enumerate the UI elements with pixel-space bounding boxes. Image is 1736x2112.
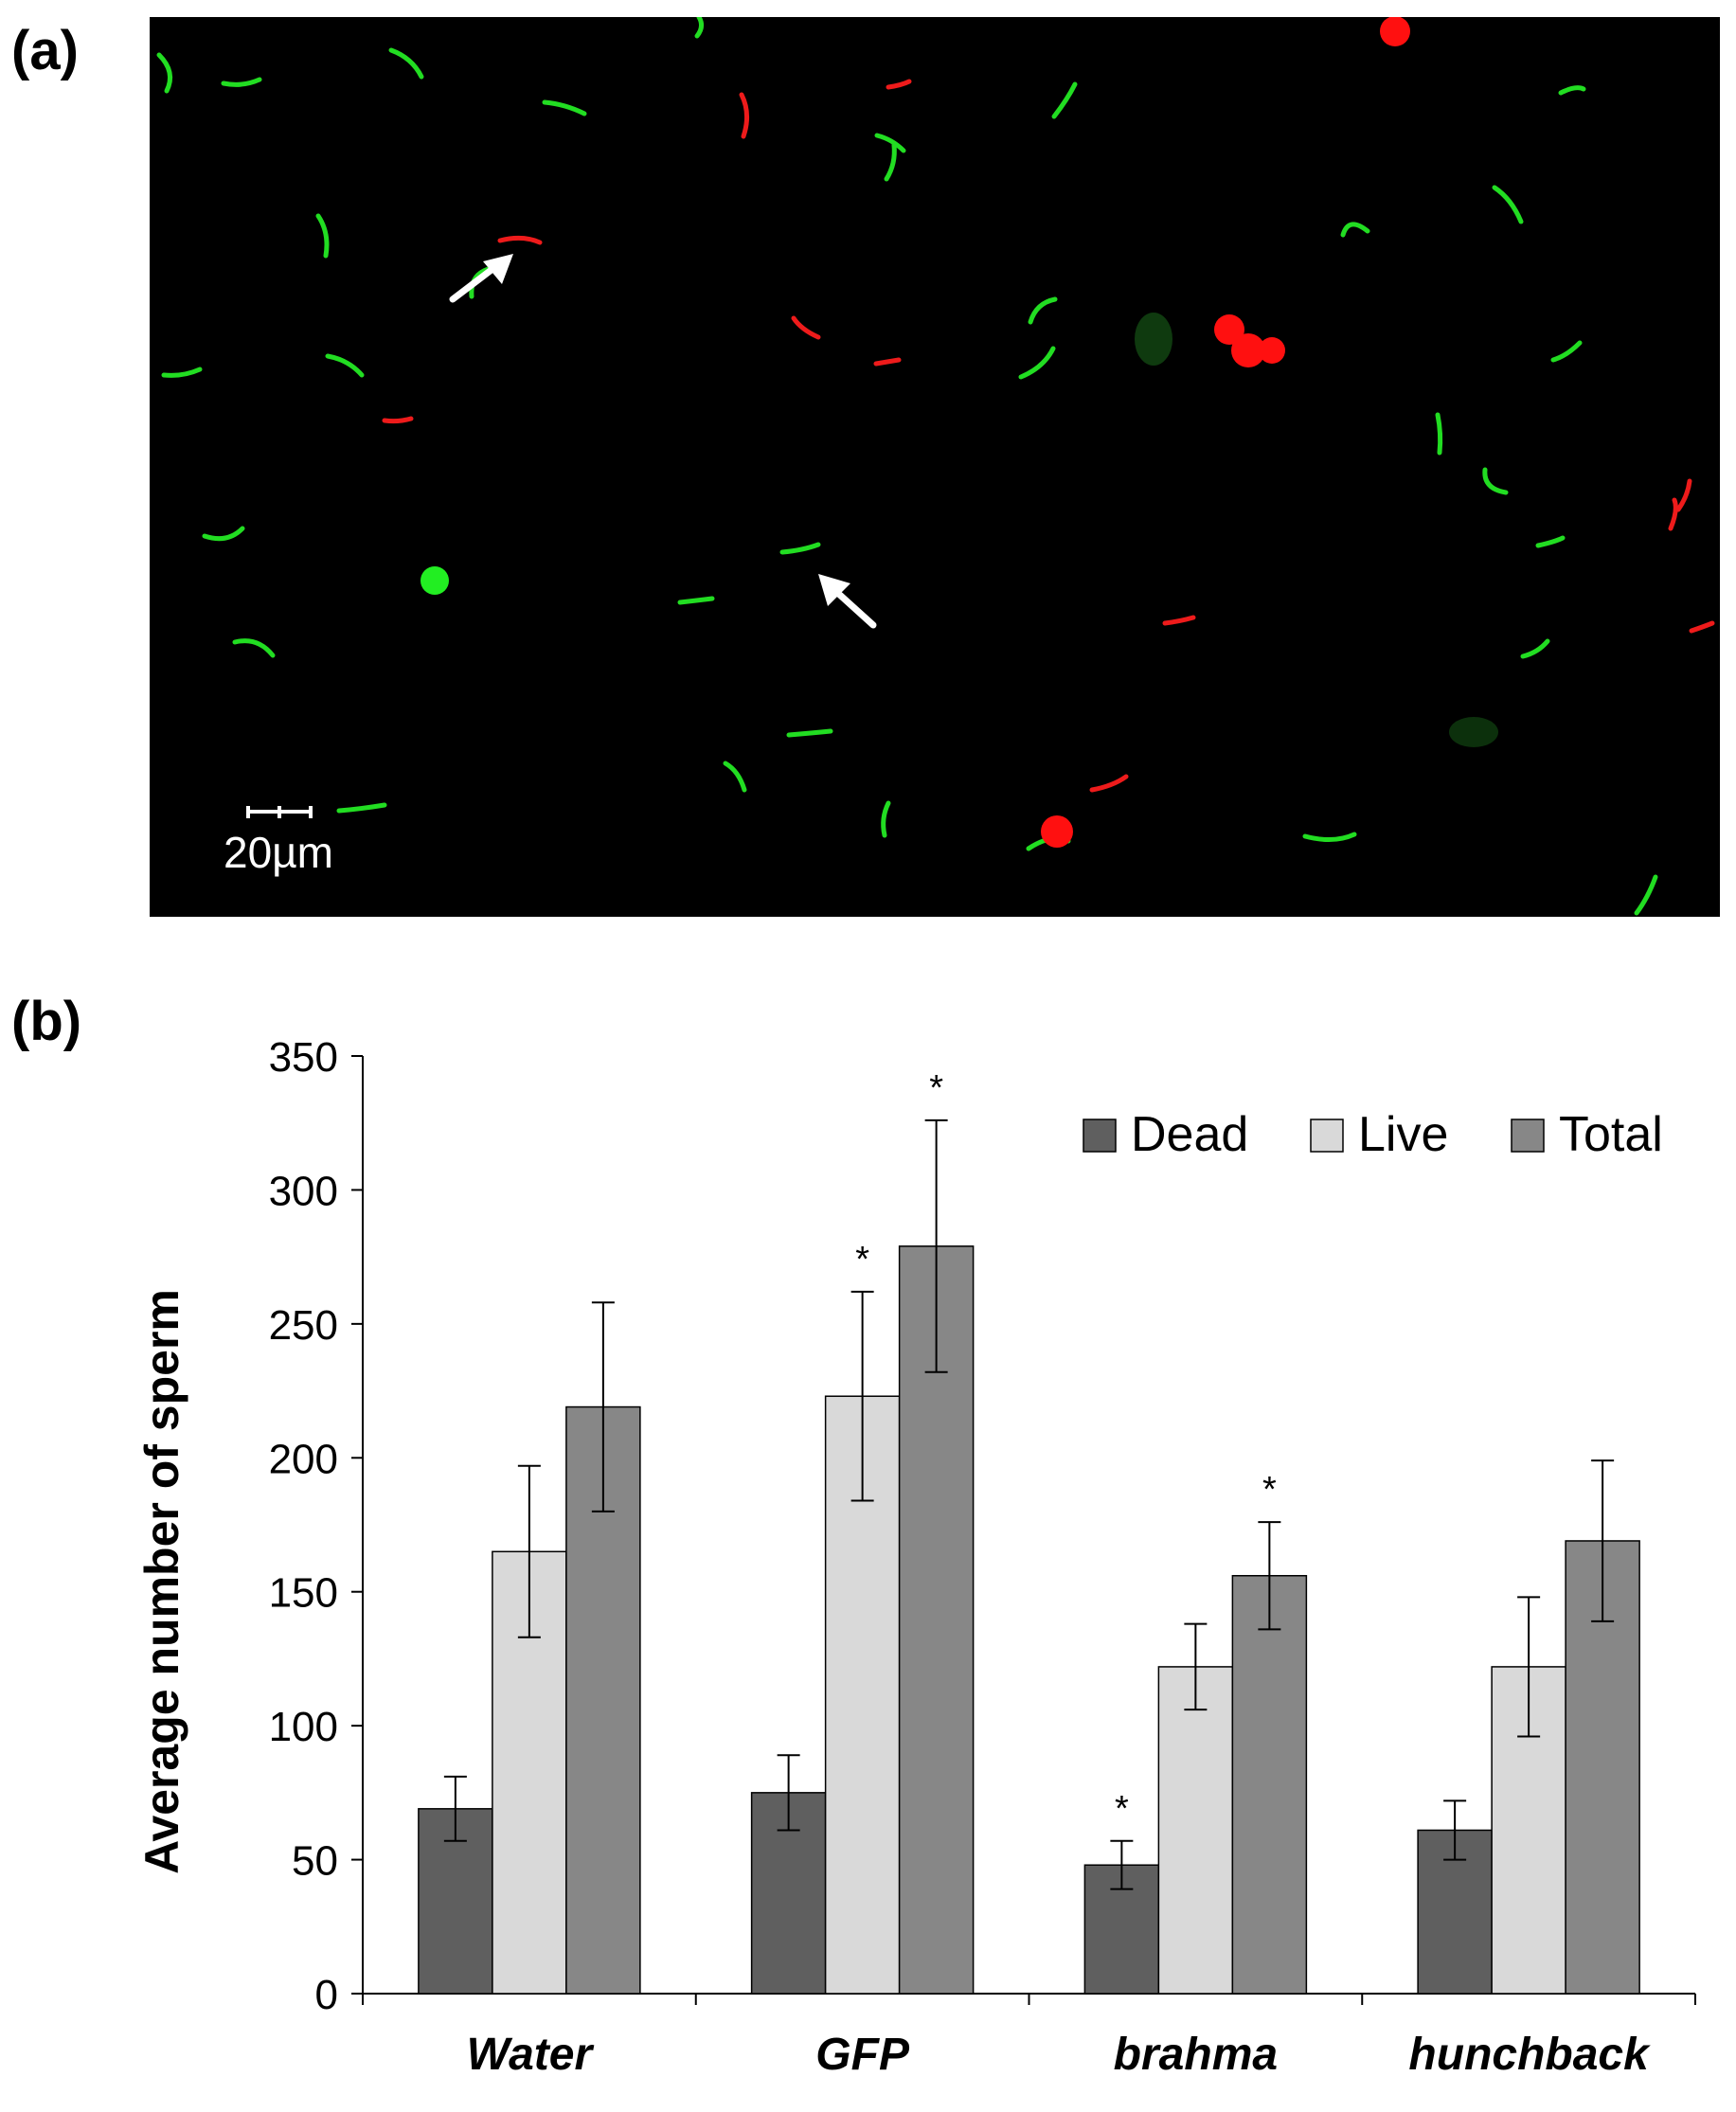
legend-label-total: Total bbox=[1559, 1107, 1663, 1162]
y-axis-title: Average number of sperm bbox=[135, 1289, 188, 1874]
dead-sperm-red bbox=[382, 79, 1715, 793]
significance-marker: * bbox=[1262, 1470, 1277, 1510]
arrow-icon bbox=[449, 254, 513, 303]
legend-swatch-live bbox=[1310, 1119, 1344, 1153]
x-category-label: GFP bbox=[815, 2030, 910, 2080]
scale-bar bbox=[246, 806, 313, 818]
legend-label-live: Live bbox=[1358, 1107, 1448, 1162]
y-tick-label: 150 bbox=[269, 1570, 338, 1617]
debris-blobs bbox=[421, 17, 1498, 848]
x-category-label: hunchback bbox=[1408, 2030, 1651, 2080]
y-tick-label: 200 bbox=[269, 1436, 338, 1482]
micrograph-background bbox=[150, 17, 1720, 917]
x-category-label: Water bbox=[467, 2030, 595, 2080]
y-tick-label: 100 bbox=[269, 1704, 338, 1750]
y-tick-label: 250 bbox=[269, 1302, 338, 1349]
significance-marker: * bbox=[1115, 1789, 1129, 1829]
arrow-icon bbox=[818, 574, 877, 629]
sperm-count-bar-chart: Average number of sperm 0 50 100 150 200 250 3… bbox=[135, 1034, 1696, 2080]
legend-label-dead: Dead bbox=[1131, 1107, 1248, 1162]
y-tick-label: 50 bbox=[292, 1838, 338, 1885]
panel-label-a: (a) bbox=[11, 20, 79, 81]
legend-swatch-total bbox=[1511, 1119, 1545, 1153]
live-sperm-green bbox=[156, 17, 1658, 916]
scale-bar-label: 20µm bbox=[224, 828, 333, 877]
y-tick-label: 350 bbox=[269, 1034, 338, 1081]
sperm-viability-micrograph: 20µm bbox=[150, 17, 1720, 917]
legend-swatch-dead bbox=[1083, 1119, 1117, 1153]
significance-marker: * bbox=[855, 1240, 869, 1280]
bar-total bbox=[1231, 1574, 1308, 1995]
significance-marker: * bbox=[929, 1068, 943, 1108]
x-category-label: brahma bbox=[1114, 2030, 1278, 2080]
panel-label-b: (b) bbox=[11, 991, 82, 1052]
y-tick-label: 300 bbox=[269, 1168, 338, 1214]
plot-area: 0 50 100 150 200 250 300 350 Water * * GFP * * brahma h… bbox=[269, 1034, 1696, 2080]
bar-live bbox=[1157, 1666, 1234, 1995]
y-tick-label: 0 bbox=[315, 1972, 338, 2018]
